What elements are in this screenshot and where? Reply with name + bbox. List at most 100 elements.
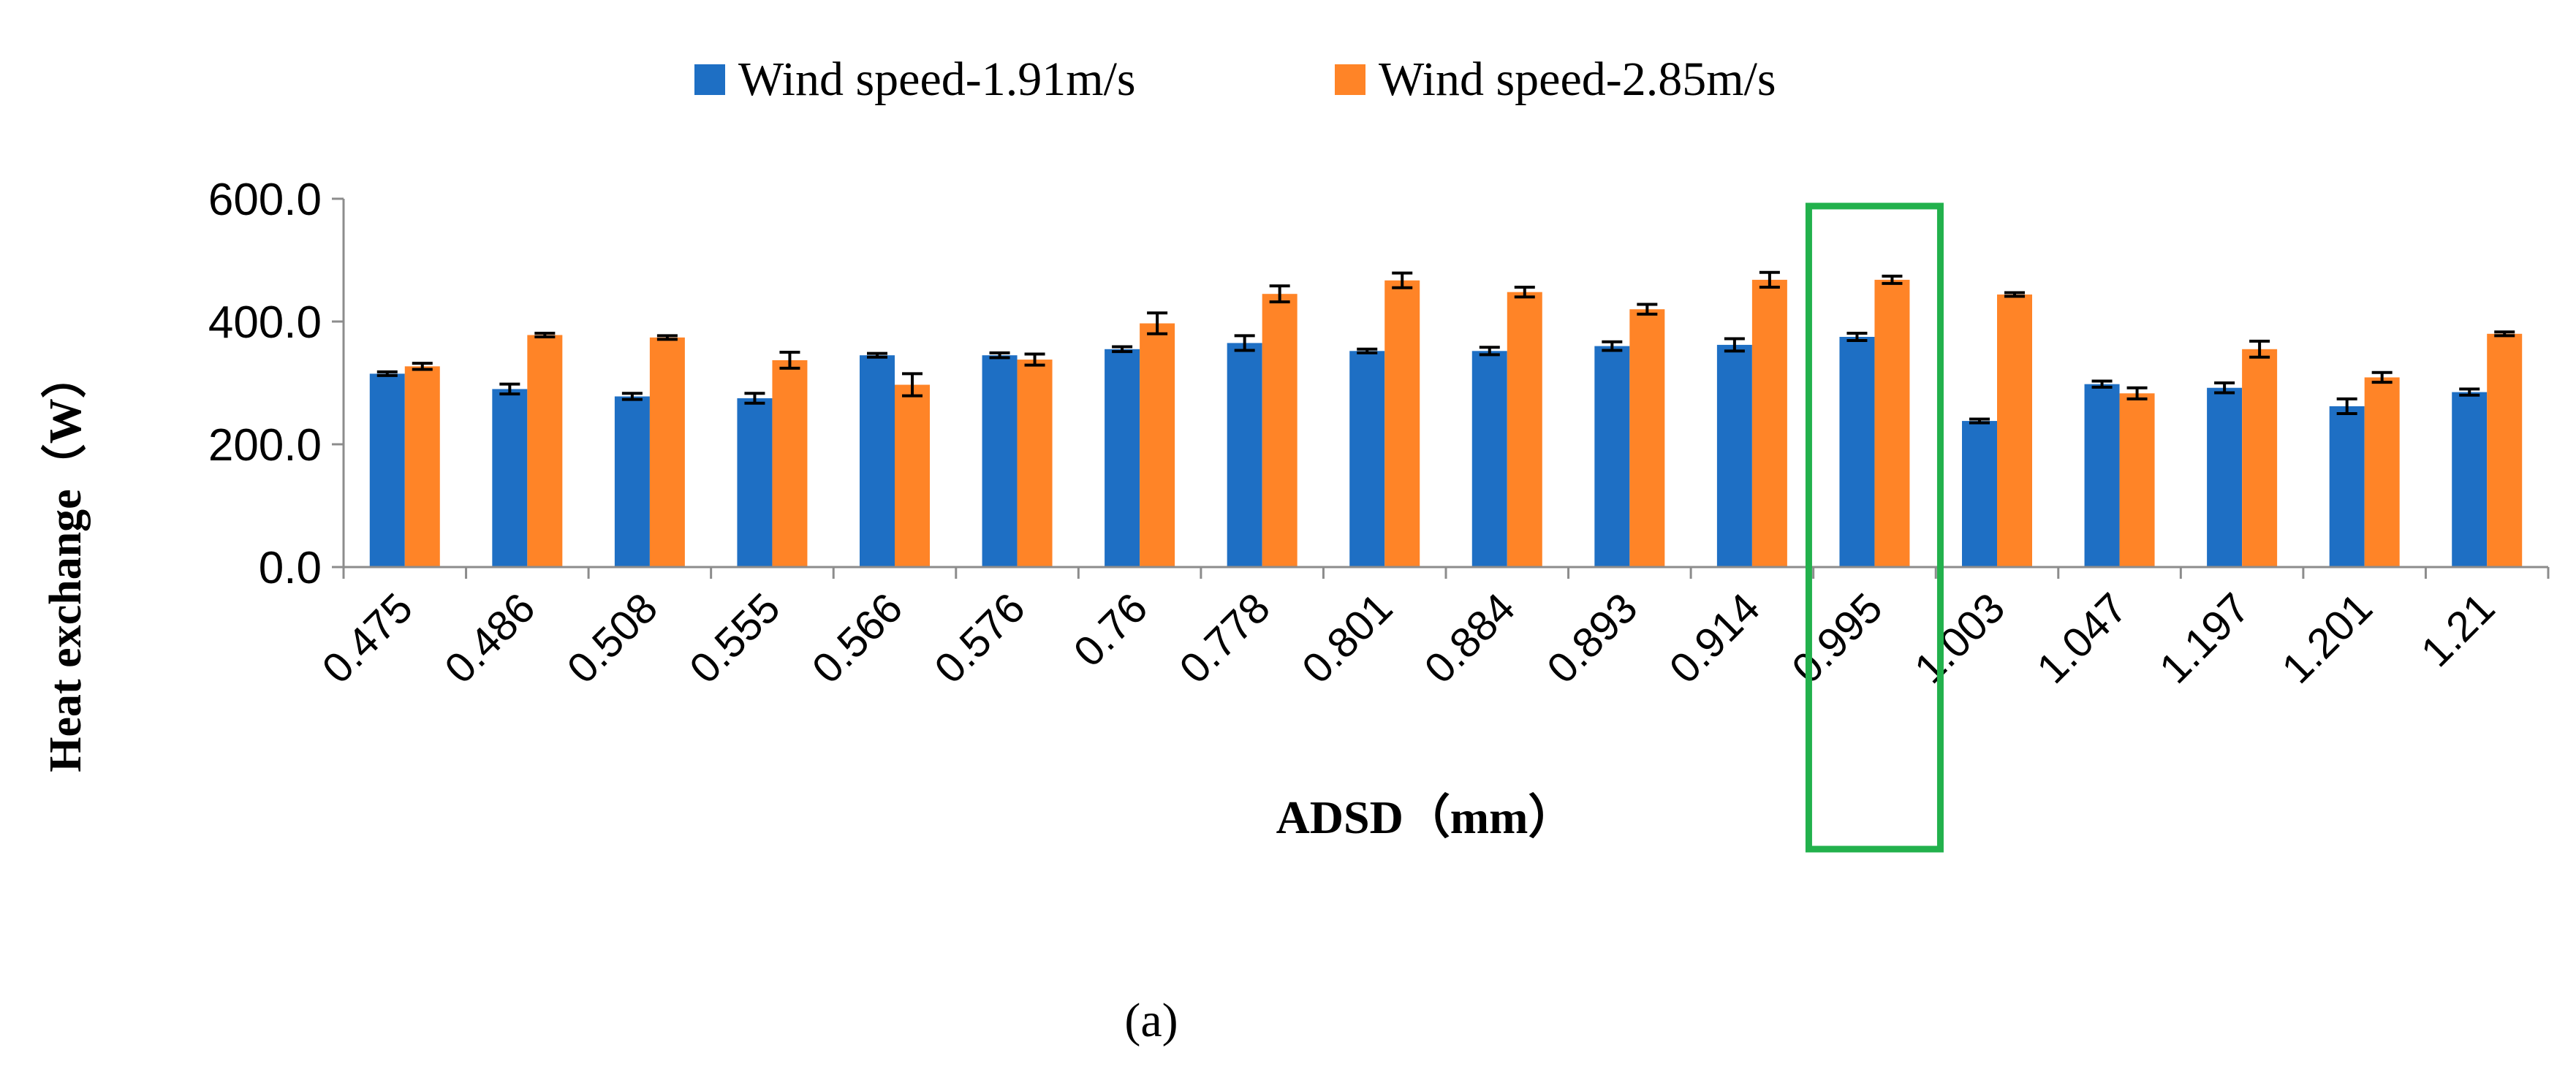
bar-series1-0.884 xyxy=(1471,351,1507,567)
bar-series2-0.555 xyxy=(772,360,808,567)
error-bar xyxy=(1724,337,1745,353)
bar-series2-0.486 xyxy=(527,335,563,567)
error-bar xyxy=(2214,381,2235,395)
x-tick-label: 0.884 xyxy=(1415,584,1524,693)
error-bar xyxy=(989,351,1010,360)
bar-series2-0.576 xyxy=(1017,360,1053,567)
highlight-box xyxy=(1805,202,1944,853)
error-bar xyxy=(1234,334,1255,352)
bar-series1-1.003 xyxy=(1962,421,1997,567)
error-bar xyxy=(902,372,923,398)
bar-series1-0.893 xyxy=(1594,346,1630,567)
x-tick-label: 0.893 xyxy=(1538,584,1647,693)
x-tick-label: 0.508 xyxy=(558,584,667,693)
error-bar xyxy=(2004,291,2025,298)
bar-series2-0.995 xyxy=(1874,279,1910,567)
y-axis: 0.0 200.0 400.0 600.0 xyxy=(208,175,345,593)
bar-series1-0.801 xyxy=(1349,351,1385,567)
error-bar xyxy=(1846,331,1868,343)
error-bar xyxy=(1112,345,1133,354)
y-tick-label: 0.0 xyxy=(259,543,322,593)
legend: Wind speed-1.91m/s Wind speed-2.85m/s xyxy=(694,53,1776,106)
legend-swatch xyxy=(1335,64,1365,95)
x-axis: 0.475 0.486 0.508 0.555 0.566 0.576 0.76 0.778 0… xyxy=(313,566,2550,693)
error-bar xyxy=(2494,330,2515,338)
x-tick-label: 0.778 xyxy=(1170,584,1279,693)
bar-series2-1.047 xyxy=(2119,393,2155,567)
error-bar xyxy=(2459,387,2480,397)
bar-series1-0.508 xyxy=(614,396,650,567)
y-tick-label: 600.0 xyxy=(208,175,322,225)
bar-series1-1.21 xyxy=(2452,392,2488,567)
error-bar xyxy=(1602,340,1623,352)
error-bar xyxy=(499,382,520,396)
error-bar xyxy=(1514,285,1535,299)
x-tick-label: 0.995 xyxy=(1783,584,1892,693)
error-bar xyxy=(2371,370,2393,384)
error-bar xyxy=(534,331,556,338)
x-tick-label: 0.914 xyxy=(1660,584,1769,693)
bar-series2-1.003 xyxy=(1997,294,2032,567)
error-bar xyxy=(2126,386,2148,400)
error-bar xyxy=(1479,346,1500,357)
legend-swatch xyxy=(694,64,725,95)
legend-item-2: Wind speed-2.85m/s xyxy=(1335,53,1776,106)
error-bar xyxy=(1392,271,1413,289)
bar-series2-0.893 xyxy=(1629,309,1665,567)
error-bar xyxy=(656,334,678,341)
bar-series2-0.778 xyxy=(1262,294,1298,567)
highlight-rect xyxy=(1805,202,1944,853)
legend-item-1: Wind speed-1.91m/s xyxy=(694,53,1136,106)
bars-group xyxy=(369,270,2523,567)
error-bar xyxy=(779,351,800,370)
error-bar xyxy=(867,351,887,359)
error-bar xyxy=(1147,311,1168,335)
panel-label: (a) xyxy=(1124,994,1178,1047)
bar-series2-1.201 xyxy=(2364,377,2400,567)
bar-series1-0.576 xyxy=(982,355,1018,567)
bar-series1-0.778 xyxy=(1227,343,1262,567)
bar-series1-0.486 xyxy=(492,389,528,567)
x-tick-label: 0.801 xyxy=(1293,584,1402,693)
bar-series1-1.047 xyxy=(2084,384,2120,567)
error-bar xyxy=(2091,379,2113,389)
x-tick-label: 0.566 xyxy=(803,584,912,693)
error-bar xyxy=(621,392,643,401)
x-tick-label: 1.047 xyxy=(2028,584,2137,693)
x-tick-label: 1.201 xyxy=(2273,584,2382,693)
error-bar xyxy=(1759,270,1780,289)
x-tick-label: 0.475 xyxy=(313,584,422,693)
bar-series2-0.76 xyxy=(1140,323,1175,567)
error-bar xyxy=(1969,417,1990,425)
bar-series1-1.197 xyxy=(2207,387,2243,567)
bar-series2-1.21 xyxy=(2487,333,2523,567)
x-tick-label: 1.003 xyxy=(1906,584,2015,693)
error-bar xyxy=(412,362,433,371)
x-tick-label: 0.576 xyxy=(925,584,1034,693)
error-bar xyxy=(744,392,765,405)
error-bar xyxy=(1357,347,1378,354)
legend-label: Wind speed-1.91m/s xyxy=(738,53,1136,106)
bar-series2-0.914 xyxy=(1751,279,1787,567)
bar-series2-0.475 xyxy=(404,366,440,567)
error-bar xyxy=(1882,274,1903,285)
x-tick-label: 0.76 xyxy=(1065,584,1157,676)
bar-series1-1.201 xyxy=(2329,406,2365,567)
bar-series2-0.884 xyxy=(1507,292,1542,567)
x-tick-label: 1.21 xyxy=(2412,584,2504,676)
y-tick-label: 400.0 xyxy=(208,297,322,348)
error-bar xyxy=(1269,284,1290,304)
x-axis-label: ADSD（mm） xyxy=(1276,791,1575,843)
error-bar xyxy=(2249,339,2270,359)
bar-series1-0.555 xyxy=(737,398,773,567)
legend-label: Wind speed-2.85m/s xyxy=(1379,53,1776,106)
bar-series1-0.566 xyxy=(860,355,895,567)
error-bar xyxy=(2336,397,2357,415)
bar-series2-1.197 xyxy=(2242,349,2278,567)
x-tick-label: 1.197 xyxy=(2151,584,2259,693)
bar-series1-0.475 xyxy=(369,373,405,567)
y-tick-label: 200.0 xyxy=(208,420,322,471)
error-bar xyxy=(376,370,398,377)
x-tick-label: 0.486 xyxy=(436,584,545,693)
